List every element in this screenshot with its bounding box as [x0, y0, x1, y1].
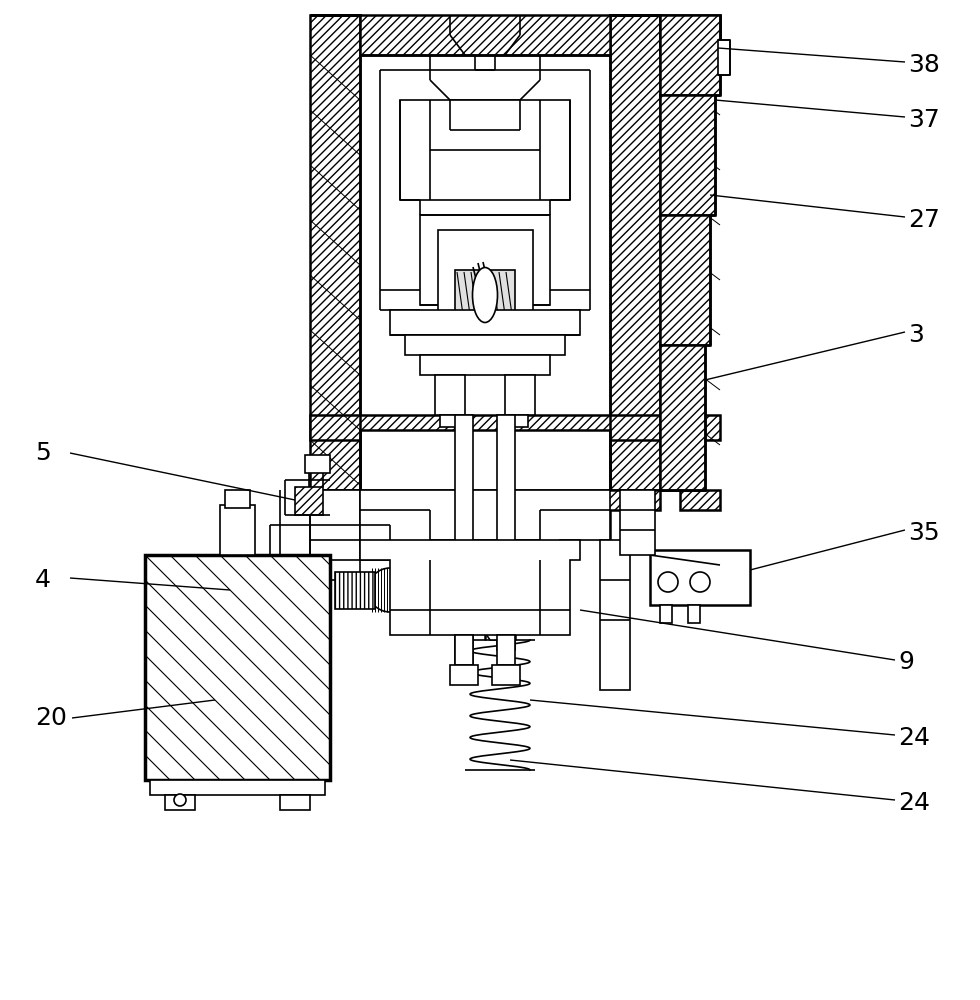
Bar: [405, 335, 565, 355]
Bar: [718, 40, 730, 75]
Bar: [455, 415, 473, 560]
Bar: [420, 355, 550, 375]
Text: 37: 37: [908, 108, 940, 132]
Polygon shape: [310, 490, 720, 510]
Text: 9: 9: [898, 650, 914, 674]
Bar: [620, 490, 655, 555]
Bar: [660, 95, 715, 215]
Circle shape: [658, 572, 678, 592]
Bar: [438, 230, 533, 325]
Text: 20: 20: [35, 706, 67, 730]
Bar: [435, 375, 465, 415]
Polygon shape: [310, 415, 720, 440]
Bar: [390, 310, 580, 335]
Circle shape: [690, 572, 710, 592]
Circle shape: [440, 560, 500, 620]
Bar: [497, 560, 515, 650]
Text: 4: 4: [35, 568, 51, 592]
Polygon shape: [310, 15, 360, 490]
Text: 3: 3: [908, 323, 924, 347]
Polygon shape: [360, 540, 580, 635]
Text: 24: 24: [898, 791, 930, 815]
Bar: [660, 345, 705, 490]
Bar: [305, 455, 330, 473]
Text: 24: 24: [898, 726, 930, 750]
Text: 35: 35: [908, 521, 940, 545]
Bar: [510, 415, 528, 427]
Text: 5: 5: [35, 441, 51, 465]
Bar: [497, 415, 515, 560]
Polygon shape: [310, 15, 720, 55]
Bar: [455, 560, 473, 680]
Bar: [145, 555, 330, 780]
Polygon shape: [360, 490, 610, 560]
Circle shape: [174, 794, 186, 806]
Bar: [660, 605, 672, 623]
Bar: [310, 490, 360, 580]
Ellipse shape: [472, 267, 498, 322]
Circle shape: [368, 568, 412, 612]
Bar: [492, 665, 520, 685]
Bar: [600, 540, 630, 690]
Polygon shape: [610, 15, 660, 490]
Bar: [455, 270, 515, 325]
Text: 27: 27: [908, 208, 940, 232]
Bar: [650, 550, 750, 605]
Text: 38: 38: [908, 53, 940, 77]
Bar: [295, 487, 323, 515]
Bar: [497, 635, 515, 665]
Bar: [400, 100, 570, 200]
Bar: [220, 505, 255, 555]
Bar: [420, 215, 550, 305]
Circle shape: [432, 552, 508, 628]
Bar: [280, 795, 310, 810]
Bar: [450, 665, 478, 685]
Bar: [440, 415, 458, 427]
Bar: [455, 635, 473, 665]
Bar: [225, 490, 250, 508]
Bar: [335, 572, 375, 609]
Bar: [505, 375, 535, 415]
Bar: [688, 605, 700, 623]
Bar: [150, 780, 325, 795]
Bar: [660, 215, 710, 345]
Bar: [660, 15, 720, 95]
Polygon shape: [480, 625, 520, 640]
Bar: [165, 795, 195, 810]
